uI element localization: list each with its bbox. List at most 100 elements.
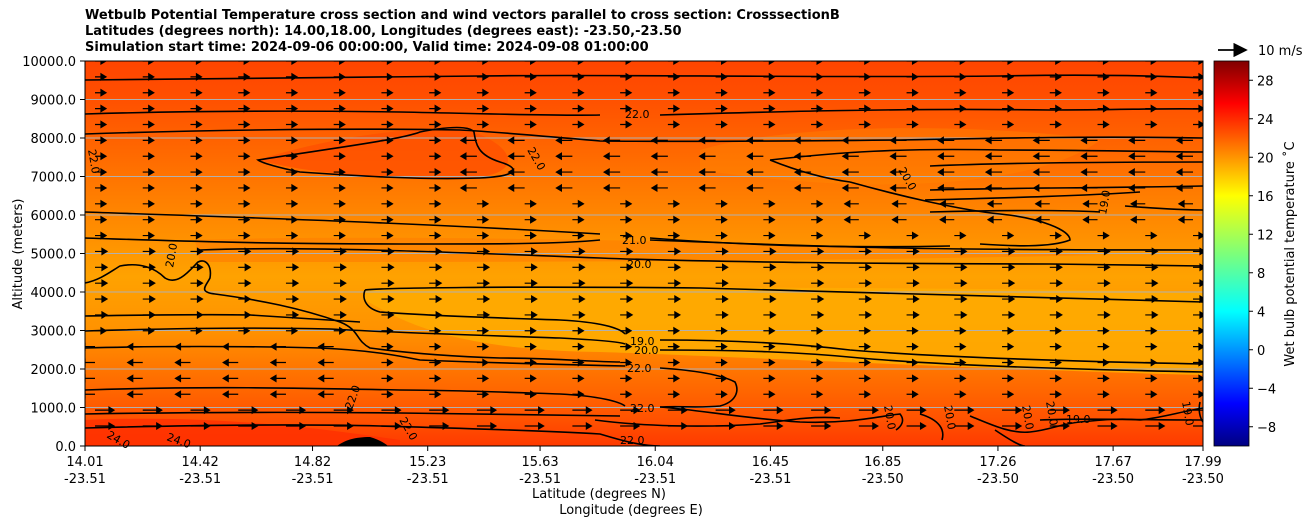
wind-arrow <box>429 61 442 66</box>
wind-arrow <box>620 421 641 431</box>
wind-arrow <box>1049 358 1062 367</box>
wind-arrow <box>285 120 299 129</box>
wind-arrow <box>1049 120 1062 129</box>
wind-arrow <box>1193 425 1203 427</box>
wind-arrow <box>429 168 442 177</box>
wind-arrow <box>698 183 716 193</box>
wind-arrow <box>620 247 634 256</box>
wind-arrow <box>142 61 155 66</box>
wind-arrow <box>1097 231 1110 240</box>
wind-arrow <box>1145 342 1158 351</box>
wind-arrow <box>95 247 109 256</box>
wind-arrow <box>650 136 668 145</box>
wind-arrow <box>333 136 346 145</box>
wind-arrow <box>602 136 621 145</box>
wind-arrow <box>459 183 477 193</box>
wind-arrow <box>1032 168 1050 177</box>
wind-arrow <box>95 406 116 415</box>
wind-arrow <box>333 421 354 431</box>
wind-arrow <box>142 279 156 288</box>
wind-arrow <box>429 215 442 224</box>
wind-arrow <box>85 342 95 351</box>
wind-arrow <box>95 421 116 431</box>
wind-arrow <box>1097 61 1110 66</box>
wind-arrow <box>222 390 239 399</box>
wind-arrow <box>1002 342 1015 351</box>
wind-arrow <box>333 199 346 208</box>
wind-arrow <box>858 294 872 304</box>
wind-arrow <box>954 279 968 288</box>
wind-arrow <box>190 326 203 335</box>
wind-arrow <box>1193 390 1203 399</box>
y-tick-label: 1000.0 <box>31 402 77 417</box>
wind-arrow <box>906 247 920 256</box>
x-tick-lat-label: 14.01 <box>66 455 103 470</box>
wind-arrow <box>906 263 920 272</box>
wind-arrow <box>238 421 259 431</box>
wind-arrow <box>811 72 824 81</box>
wind-arrow <box>954 326 967 335</box>
wind-arrow <box>142 294 156 304</box>
colorbar-tick-label: 24 <box>1257 113 1274 128</box>
colorbar-tick-label: 0 <box>1257 344 1265 359</box>
wind-arrow <box>333 72 346 81</box>
wind-arrow <box>1177 199 1193 208</box>
wind-arrow <box>715 88 728 97</box>
y-axis: 0.0 1000.0 2000.0 3000.0 4000.0 5000.0 6000.0 7… <box>22 55 85 455</box>
wind-arrow <box>811 263 825 272</box>
x-tick-lon-label: -23.51 <box>634 472 676 487</box>
wind-arrow <box>190 310 204 319</box>
wind-arrow <box>285 421 307 431</box>
wind-arrow <box>95 310 109 319</box>
wind-arrow <box>524 342 537 351</box>
wind-arrow <box>1145 406 1166 415</box>
wind-arrow <box>285 310 300 319</box>
wind-arrow <box>285 88 299 97</box>
wind-arrow <box>476 199 490 208</box>
wind-arrow <box>572 231 585 240</box>
wind-arrow <box>858 374 871 383</box>
wind-arrow <box>429 104 442 113</box>
x-tick-lon-label: -23.51 <box>292 472 334 487</box>
contour-label-20-left: 20.0 <box>163 242 180 268</box>
wind-arrow <box>238 406 259 415</box>
wind-arrow <box>763 406 784 415</box>
wind-arrow <box>476 263 491 272</box>
wind-arrow <box>1002 231 1015 240</box>
wind-arrow <box>620 72 633 81</box>
wind-arrow <box>1002 61 1015 66</box>
wind-arrow <box>841 168 859 177</box>
wind-arrow <box>667 231 681 240</box>
wind-arrow <box>333 294 347 304</box>
wind-arrow <box>1193 231 1203 240</box>
x-tick-lon-label: -23.51 <box>407 472 449 487</box>
wind-arrow <box>190 199 203 208</box>
wind-arrow <box>524 61 537 66</box>
wind-arrow <box>524 406 545 415</box>
wind-arrow <box>333 326 346 335</box>
wind-arrow <box>1049 406 1070 415</box>
wind-arrow <box>763 421 784 431</box>
wind-arrow <box>476 326 490 335</box>
wind-arrow <box>238 104 251 113</box>
colorbar-tick-label: −8 <box>1257 421 1276 436</box>
wind-arrow <box>620 61 633 66</box>
wind-arrow <box>333 168 346 177</box>
wind-arrow <box>572 72 585 81</box>
wind-arrow <box>1002 421 1023 431</box>
wind-arrow <box>811 104 824 113</box>
wind-arrow <box>1080 168 1098 177</box>
wind-arrow <box>954 263 968 272</box>
wind-arrow <box>333 279 347 288</box>
wind-arrow <box>715 279 729 288</box>
wind-arrow <box>524 374 537 383</box>
wind-arrow <box>381 294 395 304</box>
wind-arrow <box>142 247 156 256</box>
wind-arrow <box>238 183 251 193</box>
wind-arrow <box>524 88 537 97</box>
wind-arrow <box>190 247 204 256</box>
wind-arrow <box>1002 310 1016 319</box>
wind-arrow <box>1049 263 1063 272</box>
wind-arrow <box>285 406 307 415</box>
wind-arrow <box>811 406 832 415</box>
